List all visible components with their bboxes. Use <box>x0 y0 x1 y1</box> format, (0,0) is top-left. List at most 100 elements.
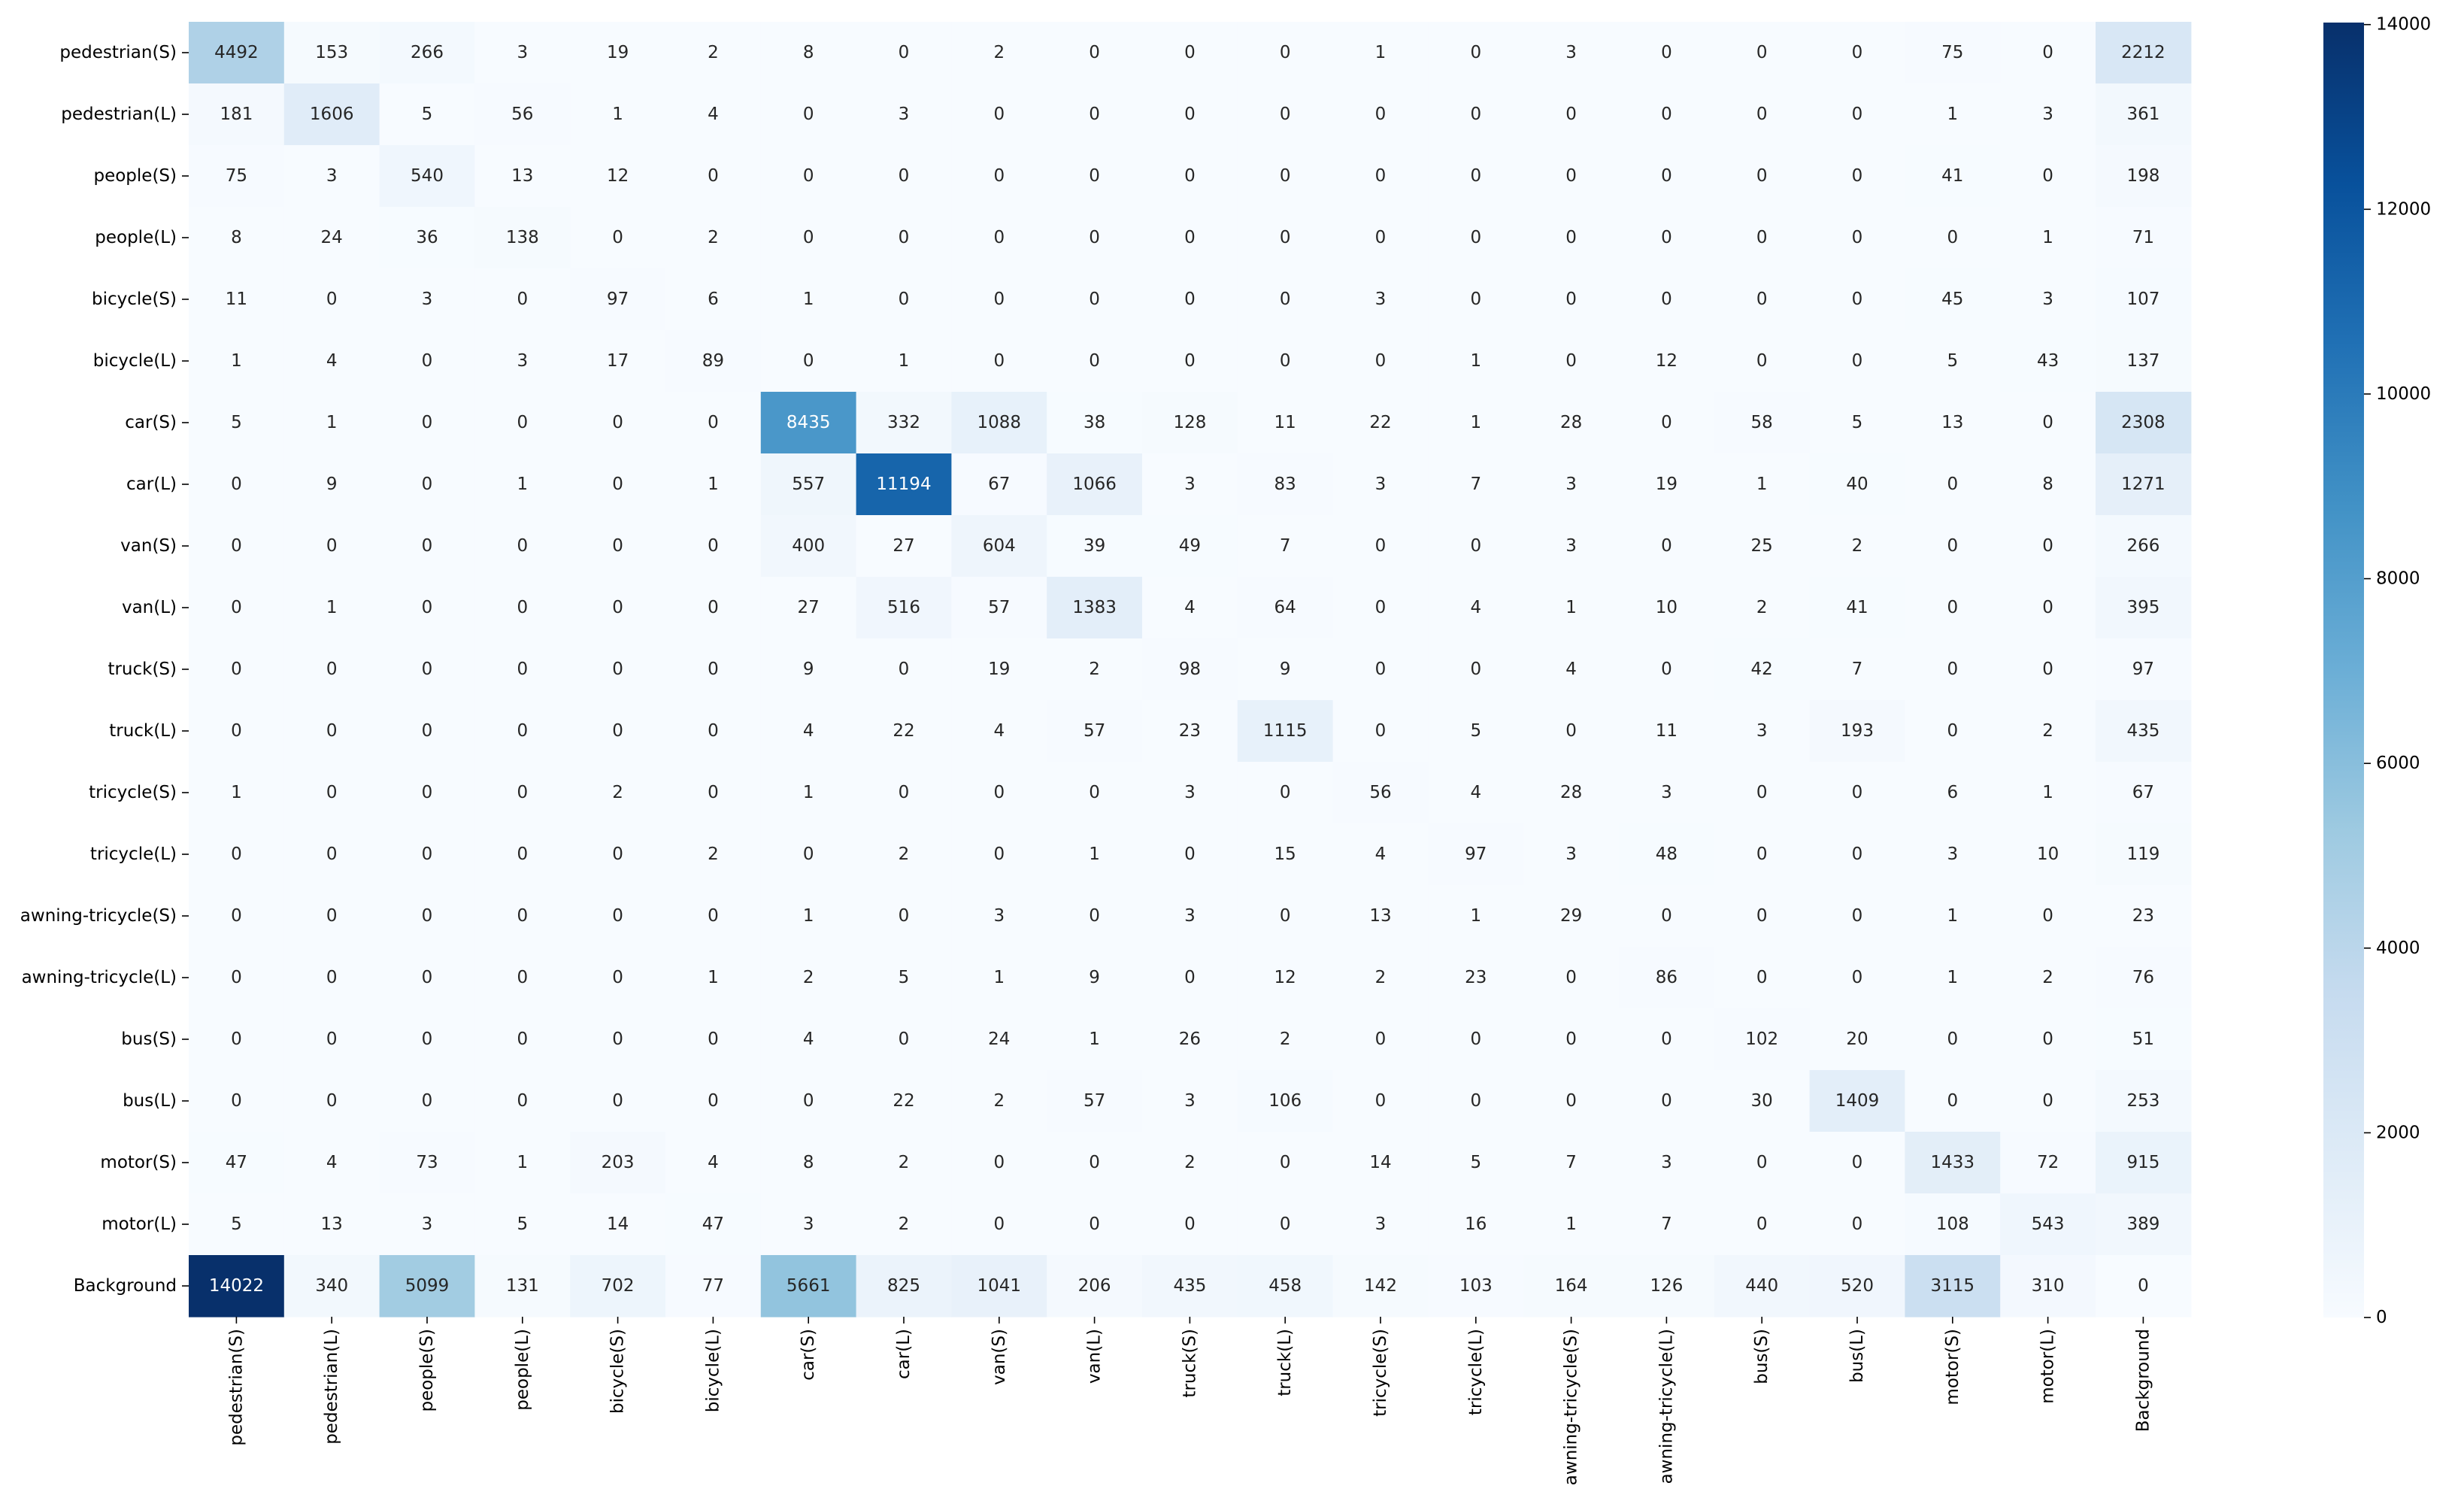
heatmap-cell <box>1714 885 1811 948</box>
heatmap-cell <box>1619 1255 1715 1317</box>
heatmap-cell <box>283 823 380 886</box>
heatmap-cell <box>1523 145 1620 208</box>
heatmap-cell <box>760 207 857 269</box>
cell-value-label: 11 <box>1656 721 1678 741</box>
heatmap-cell <box>1905 22 2001 84</box>
cell-value-label: 0 <box>326 721 338 741</box>
cell-value-label: 0 <box>1184 43 1196 62</box>
heatmap-cell <box>856 1008 952 1071</box>
heatmap-cell <box>1714 1193 1811 1256</box>
heatmap-cell <box>1332 22 1429 84</box>
colorbar-tick-label: 6000 <box>2376 754 2420 773</box>
cell-value-label: 1 <box>2042 228 2053 247</box>
heatmap-cell <box>189 1008 285 1071</box>
heatmap-cell <box>665 762 762 824</box>
cell-value-label: 1606 <box>310 105 354 124</box>
cell-value-label: 0 <box>1375 536 1387 556</box>
cell-value-label: 0 <box>1184 105 1196 124</box>
heatmap-cell <box>1809 453 1905 516</box>
cell-value-label: 0 <box>612 1029 623 1049</box>
heatmap-cell <box>1619 577 1715 639</box>
heatmap-cell <box>1142 638 1238 701</box>
heatmap-cell <box>951 453 1047 516</box>
heatmap-cell <box>1905 145 2001 208</box>
heatmap-cell <box>1047 638 1143 701</box>
heatmap-cell <box>951 1132 1047 1194</box>
cell-value-label: 11 <box>226 290 247 309</box>
cell-value-label: 0 <box>993 1153 1005 1172</box>
heatmap-cell <box>760 762 857 824</box>
cell-value-label: 23 <box>2132 906 2154 926</box>
heatmap-cell <box>951 700 1047 763</box>
heatmap-cell <box>1714 577 1811 639</box>
heatmap-cell <box>856 638 952 701</box>
cell-value-label: 5661 <box>786 1276 831 1296</box>
cell-value-label: 0 <box>1756 166 1768 186</box>
cell-value-label: 0 <box>612 660 623 679</box>
cell-value-label: 0 <box>1947 475 1958 494</box>
heatmap-cell <box>1905 700 2001 763</box>
cell-value-label: 0 <box>993 1214 1005 1234</box>
heatmap-cell <box>1905 577 2001 639</box>
cell-value-label: 0 <box>1565 1029 1577 1049</box>
cell-value-label: 13 <box>1369 906 1391 926</box>
cell-value-label: 0 <box>899 906 910 926</box>
cell-value-label: 57 <box>1083 721 1105 741</box>
cell-value-label: 0 <box>517 660 528 679</box>
cell-value-label: 11194 <box>876 475 931 494</box>
cell-value-label: 13 <box>321 1214 343 1234</box>
cell-value-label: 3 <box>326 166 338 186</box>
cell-value-label: 3 <box>1184 1091 1196 1111</box>
cell-value-label: 0 <box>899 1029 910 1049</box>
cell-value-label: 0 <box>1565 721 1577 741</box>
cell-value-label: 0 <box>708 721 719 741</box>
cell-value-label: 51 <box>2132 1029 2154 1049</box>
heatmap-cell <box>1332 762 1429 824</box>
heatmap-cell <box>570 823 666 886</box>
cell-value-label: 28 <box>1560 413 1582 432</box>
heatmap-cell <box>189 1255 285 1317</box>
cell-value-label: 1 <box>612 105 623 124</box>
cell-value-label: 7 <box>1852 660 1863 679</box>
cell-value-label: 0 <box>1470 228 1481 247</box>
heatmap-cell <box>1809 22 1905 84</box>
cell-value-label: 138 <box>506 228 539 247</box>
heatmap-cell <box>1809 577 1905 639</box>
heatmap-cell <box>1237 577 1334 639</box>
heatmap-cell <box>2000 885 2096 948</box>
heatmap-cell <box>665 823 762 886</box>
heatmap-cell <box>1809 947 1905 1009</box>
heatmap-cell <box>2000 515 2096 578</box>
x-tick-label: bicycle(S) <box>608 1329 628 1414</box>
cell-value-label: 4 <box>326 351 338 371</box>
heatmap-cell <box>474 22 571 84</box>
heatmap-cell <box>1142 1132 1238 1194</box>
cell-value-label: 0 <box>1470 43 1481 62</box>
heatmap-cell <box>951 515 1047 578</box>
cell-value-label: 56 <box>1369 783 1391 802</box>
heatmap-cell <box>760 1132 857 1194</box>
heatmap-cell <box>1619 1008 1715 1071</box>
heatmap-cell <box>951 823 1047 886</box>
heatmap-cell <box>2096 1132 2192 1194</box>
heatmap-cell <box>474 762 571 824</box>
cell-value-label: 0 <box>612 721 623 741</box>
cell-value-label: 193 <box>1841 721 1874 741</box>
cell-value-label: 2 <box>993 43 1005 62</box>
heatmap-cell <box>570 330 666 393</box>
cell-value-label: 22 <box>1369 413 1391 432</box>
cell-value-label: 0 <box>1756 968 1768 987</box>
x-tick-label: awning-tricycle(S) <box>1562 1329 1581 1485</box>
heatmap-cell <box>1619 268 1715 331</box>
heatmap-cell <box>951 1008 1047 1071</box>
heatmap-cell <box>189 1132 285 1194</box>
cell-value-label: 8 <box>2042 475 2053 494</box>
heatmap-cell <box>1523 22 1620 84</box>
heatmap-cell <box>474 83 571 146</box>
cell-value-label: 3 <box>1565 536 1577 556</box>
cell-value-label: 36 <box>416 228 438 247</box>
heatmap-cell <box>760 145 857 208</box>
cell-value-label: 0 <box>1089 1214 1100 1234</box>
cell-value-label: 23 <box>1179 721 1201 741</box>
